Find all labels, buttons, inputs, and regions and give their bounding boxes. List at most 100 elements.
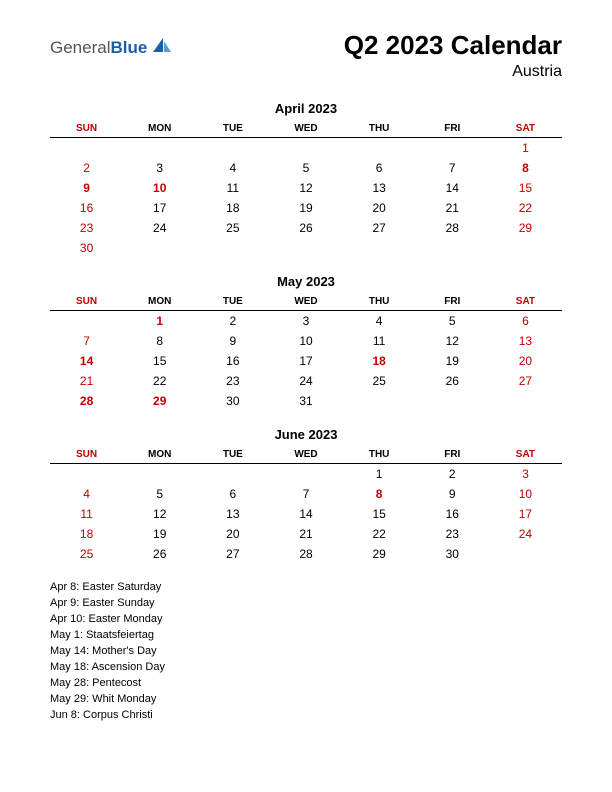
calendar-cell: 12: [416, 331, 489, 351]
sail-icon: [151, 36, 173, 59]
header: GeneralBlue Q2 2023 Calendar Austria: [50, 30, 562, 81]
day-header: SUN: [50, 120, 123, 138]
calendar-cell: [343, 391, 416, 411]
calendar-cell: 18: [343, 351, 416, 371]
calendar-cell: 29: [489, 218, 562, 238]
day-header: FRI: [416, 293, 489, 311]
calendar-cell: 28: [269, 544, 342, 564]
calendar-cell: 6: [343, 158, 416, 178]
calendar-cell: 5: [123, 484, 196, 504]
calendar-cell: 7: [416, 158, 489, 178]
calendar-cell: 4: [50, 484, 123, 504]
calendar-cell: [416, 391, 489, 411]
calendar-cell: 14: [269, 504, 342, 524]
calendar-cell: 22: [489, 198, 562, 218]
calendar-cell: 10: [489, 484, 562, 504]
calendar-cell: 30: [50, 238, 123, 258]
calendar-cell: 2: [50, 158, 123, 178]
calendar-cell: 7: [50, 331, 123, 351]
calendar-cell: 9: [50, 178, 123, 198]
calendar-cell: [269, 138, 342, 159]
calendar-cell: 17: [489, 504, 562, 524]
day-header: THU: [343, 120, 416, 138]
calendar-cell: 1: [343, 464, 416, 485]
calendar-cell: 2: [416, 464, 489, 485]
day-header: WED: [269, 120, 342, 138]
calendar-cell: 18: [196, 198, 269, 218]
calendar-cell: 29: [123, 391, 196, 411]
calendar-cell: 6: [196, 484, 269, 504]
calendar-row: 11121314151617: [50, 504, 562, 524]
month-title: April 2023: [50, 101, 562, 116]
calendar-cell: 22: [343, 524, 416, 544]
holiday-item: Apr 8: Easter Saturday: [50, 580, 562, 596]
calendar-cell: 20: [196, 524, 269, 544]
calendar-cell: 9: [416, 484, 489, 504]
calendar-row: 21222324252627: [50, 371, 562, 391]
day-header: TUE: [196, 120, 269, 138]
calendar-cell: 1: [489, 138, 562, 159]
calendar-row: 18192021222324: [50, 524, 562, 544]
calendar-cell: [416, 138, 489, 159]
calendar-cell: 11: [343, 331, 416, 351]
title-block: Q2 2023 Calendar Austria: [344, 30, 562, 81]
holiday-item: May 18: Ascension Day: [50, 660, 562, 676]
calendar-cell: 13: [343, 178, 416, 198]
calendar-cell: 31: [269, 391, 342, 411]
calendar-cell: [489, 238, 562, 258]
calendar-cell: 26: [416, 371, 489, 391]
calendar-cell: 21: [269, 524, 342, 544]
calendar-cell: 24: [123, 218, 196, 238]
calendar-cell: 26: [123, 544, 196, 564]
calendar-cell: 20: [489, 351, 562, 371]
calendar-cell: 16: [196, 351, 269, 371]
calendar-cell: 1: [123, 311, 196, 332]
calendar-cell: 8: [123, 331, 196, 351]
calendar-cell: 5: [269, 158, 342, 178]
month-block: June 2023SUNMONTUEWEDTHUFRISAT1234567891…: [50, 427, 562, 564]
calendar-cell: 15: [343, 504, 416, 524]
calendar-row: 14151617181920: [50, 351, 562, 371]
calendar-cell: 7: [269, 484, 342, 504]
calendar-row: 16171819202122: [50, 198, 562, 218]
holiday-item: May 14: Mother's Day: [50, 644, 562, 660]
day-header: SUN: [50, 446, 123, 464]
calendar-cell: 11: [196, 178, 269, 198]
holiday-item: Apr 9: Easter Sunday: [50, 596, 562, 612]
calendar-cell: 24: [489, 524, 562, 544]
calendar-cell: 19: [416, 351, 489, 371]
day-header: TUE: [196, 293, 269, 311]
calendar-row: 123: [50, 464, 562, 485]
day-header: MON: [123, 293, 196, 311]
calendar-row: 30: [50, 238, 562, 258]
calendar-cell: 12: [269, 178, 342, 198]
calendars-container: April 2023SUNMONTUEWEDTHUFRISAT123456789…: [50, 101, 562, 564]
calendar-cell: 10: [269, 331, 342, 351]
calendar-table: SUNMONTUEWEDTHUFRISAT1234567891011121314…: [50, 293, 562, 411]
calendar-cell: 22: [123, 371, 196, 391]
calendar-cell: [50, 138, 123, 159]
calendar-row: 2345678: [50, 158, 562, 178]
holiday-item: Jun 8: Corpus Christi: [50, 708, 562, 724]
page-subtitle: Austria: [344, 63, 562, 81]
calendar-cell: 30: [416, 544, 489, 564]
calendar-cell: 14: [50, 351, 123, 371]
calendar-cell: 8: [343, 484, 416, 504]
day-header: SAT: [489, 446, 562, 464]
calendar-cell: 23: [196, 371, 269, 391]
day-header: TUE: [196, 446, 269, 464]
holiday-item: May 1: Staatsfeiertag: [50, 628, 562, 644]
calendar-cell: [416, 238, 489, 258]
month-block: May 2023SUNMONTUEWEDTHUFRISAT12345678910…: [50, 274, 562, 411]
calendar-cell: [196, 464, 269, 485]
calendar-cell: 10: [123, 178, 196, 198]
calendar-cell: 28: [50, 391, 123, 411]
calendar-cell: 27: [196, 544, 269, 564]
day-header: FRI: [416, 446, 489, 464]
calendar-cell: 14: [416, 178, 489, 198]
day-header: THU: [343, 446, 416, 464]
calendar-cell: 9: [196, 331, 269, 351]
calendar-cell: 27: [489, 371, 562, 391]
calendar-cell: 25: [196, 218, 269, 238]
month-title: May 2023: [50, 274, 562, 289]
